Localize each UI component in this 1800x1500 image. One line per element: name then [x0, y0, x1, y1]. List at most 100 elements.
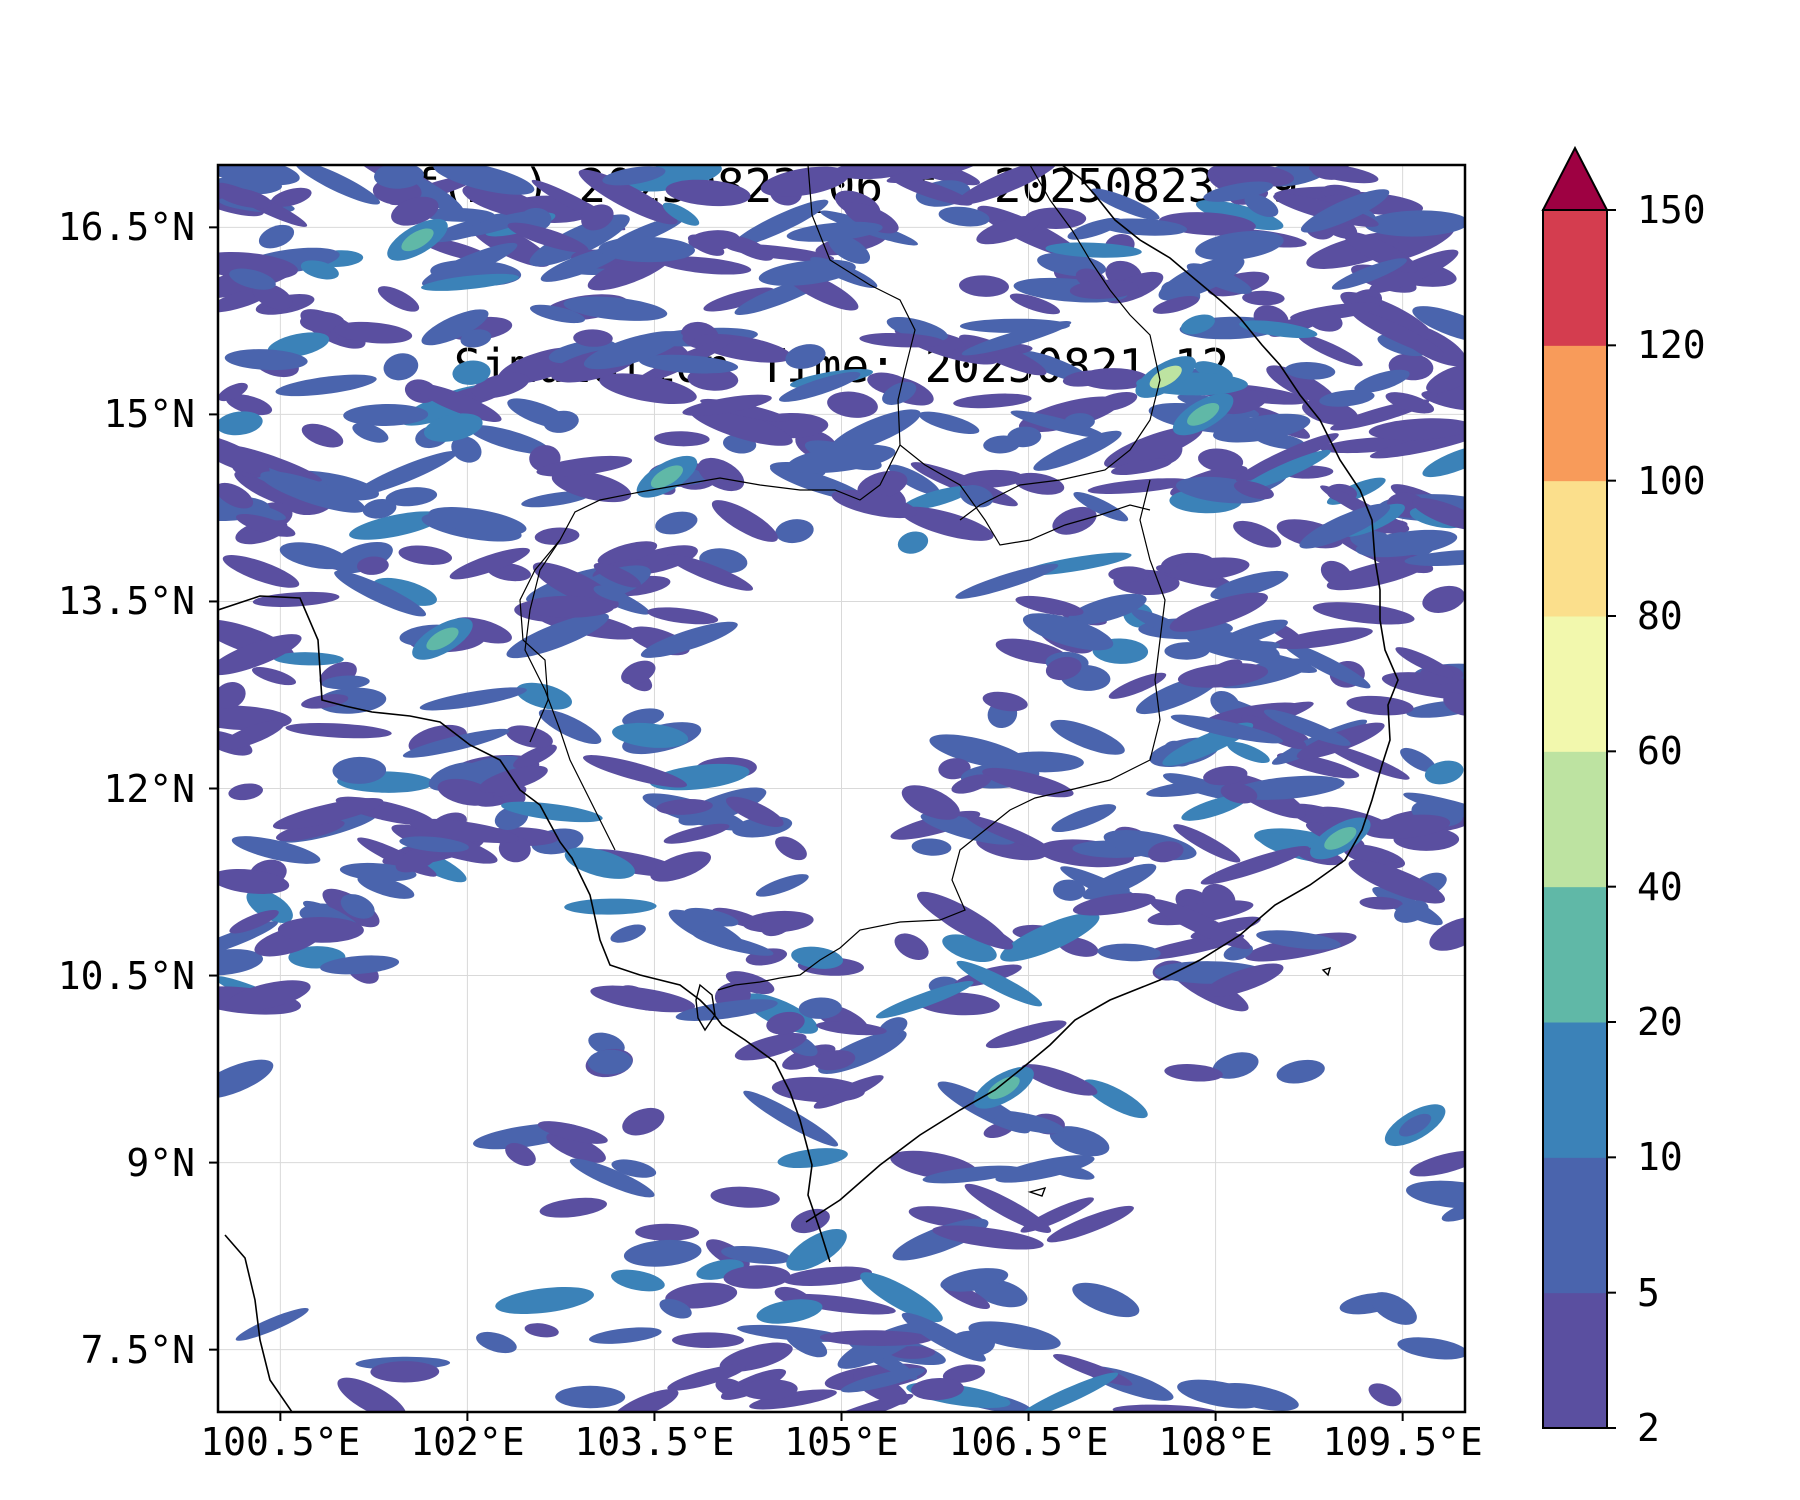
rain-feature-core — [426, 627, 459, 651]
rain-cell — [1369, 431, 1465, 459]
colorbar-label: 2 — [1637, 1406, 1660, 1450]
rain-cell — [495, 1286, 594, 1315]
rain-cell — [613, 1389, 679, 1412]
rain-cell — [235, 513, 296, 537]
rain-cell — [373, 577, 437, 606]
rain-cell — [761, 912, 795, 937]
rain-cell — [612, 722, 689, 748]
rain-feature-core — [1187, 403, 1220, 426]
rain-cell — [725, 796, 784, 827]
lon-tick-label: 108°E — [1158, 1420, 1273, 1464]
rain-cell — [621, 660, 656, 685]
rain-cell — [911, 838, 952, 856]
rain-cell — [539, 1197, 607, 1218]
rain-cell — [654, 431, 710, 447]
island-con-son — [1027, 1186, 1047, 1197]
rain-cell — [235, 1308, 309, 1341]
rain-cell — [506, 613, 609, 659]
rain-cell — [1198, 448, 1244, 473]
rain-cell — [940, 1268, 1009, 1292]
rain-cell — [814, 1050, 856, 1071]
colorbar-band — [1543, 480, 1607, 617]
rain-cell — [294, 165, 381, 205]
rain-cell — [959, 485, 994, 508]
rain-cell — [783, 1293, 896, 1315]
rain-cell — [564, 847, 635, 879]
rain-cell — [1364, 210, 1465, 237]
lon-tick-label: 109.5°E — [1322, 1420, 1483, 1464]
rain-cell — [1273, 627, 1373, 650]
rainfall-contours — [218, 165, 1465, 1412]
rain-cell — [1441, 1201, 1465, 1222]
rain-cell — [692, 931, 774, 956]
rain-cell — [991, 1110, 1065, 1134]
rain-cell — [532, 562, 619, 610]
rain-cell — [791, 946, 844, 969]
rain-cell — [573, 329, 613, 347]
map-plot-area — [218, 165, 1465, 1412]
rain-cell — [888, 464, 940, 496]
rain-cell — [1108, 566, 1150, 583]
rain-cell — [665, 1282, 738, 1309]
rain-cell — [976, 215, 1041, 245]
colorbar-extend-triangle — [1541, 145, 1609, 211]
rain-cell — [1177, 663, 1269, 688]
rain-cell — [834, 165, 912, 180]
rain-cell — [982, 691, 1028, 712]
rain-cell — [959, 275, 1009, 297]
rain-cell — [897, 531, 929, 554]
rain-cell — [1346, 695, 1414, 716]
rain-cell — [956, 960, 1043, 1007]
rain-cell — [1072, 1282, 1140, 1318]
rain-cell — [1300, 189, 1390, 233]
rain-cell — [875, 980, 974, 1019]
rain-cell — [1050, 719, 1125, 755]
rain-cell — [333, 321, 413, 344]
rain-cell — [1377, 334, 1428, 357]
rain-cell — [421, 273, 519, 291]
rain-cell — [790, 1208, 830, 1234]
rain-feature-core — [987, 1076, 1020, 1100]
rain-cell — [1282, 641, 1371, 689]
rain-cell — [476, 1331, 517, 1354]
rain-cell — [272, 797, 384, 830]
rain-cell — [734, 1032, 807, 1061]
rain-cell — [1045, 242, 1142, 258]
rain-cell — [1017, 1372, 1119, 1412]
rain-feature-core — [401, 228, 434, 252]
rain-cell — [740, 1379, 798, 1400]
rain-cell — [1206, 702, 1300, 725]
rain-cell — [279, 542, 349, 570]
colorbar-label: 40 — [1637, 864, 1683, 909]
rain-cell — [710, 1186, 780, 1208]
rain-cell — [955, 563, 1059, 599]
rain-cell — [723, 1265, 791, 1289]
rain-cell — [1181, 794, 1248, 821]
rain-cell — [1045, 656, 1082, 681]
rain-cell — [1351, 310, 1445, 357]
rain-cell — [1196, 200, 1284, 231]
rain-cell — [1186, 263, 1252, 294]
rain-cell — [1152, 295, 1199, 314]
rain-cell — [218, 411, 263, 436]
coastlines-borders — [218, 165, 1399, 1412]
rain-cell — [775, 836, 807, 861]
rain-cell — [383, 353, 419, 381]
rain-cell — [1200, 845, 1310, 885]
rain-cell — [1097, 943, 1161, 962]
rain-cell — [755, 874, 809, 897]
rain-cell — [1000, 912, 1100, 962]
rain-cell — [622, 708, 665, 728]
lat-tick-label: 7.5°N — [80, 1327, 195, 1372]
rain-cell — [698, 457, 745, 492]
rain-cell — [1422, 444, 1465, 478]
rain-cell — [260, 471, 366, 513]
rain-feature-core — [650, 465, 684, 489]
rain-cell — [1308, 165, 1379, 184]
rain-cell — [300, 260, 339, 280]
rain-cell — [1203, 765, 1248, 786]
rain-cell — [650, 851, 712, 882]
rain-cell — [760, 166, 850, 197]
rain-cell — [460, 329, 492, 348]
